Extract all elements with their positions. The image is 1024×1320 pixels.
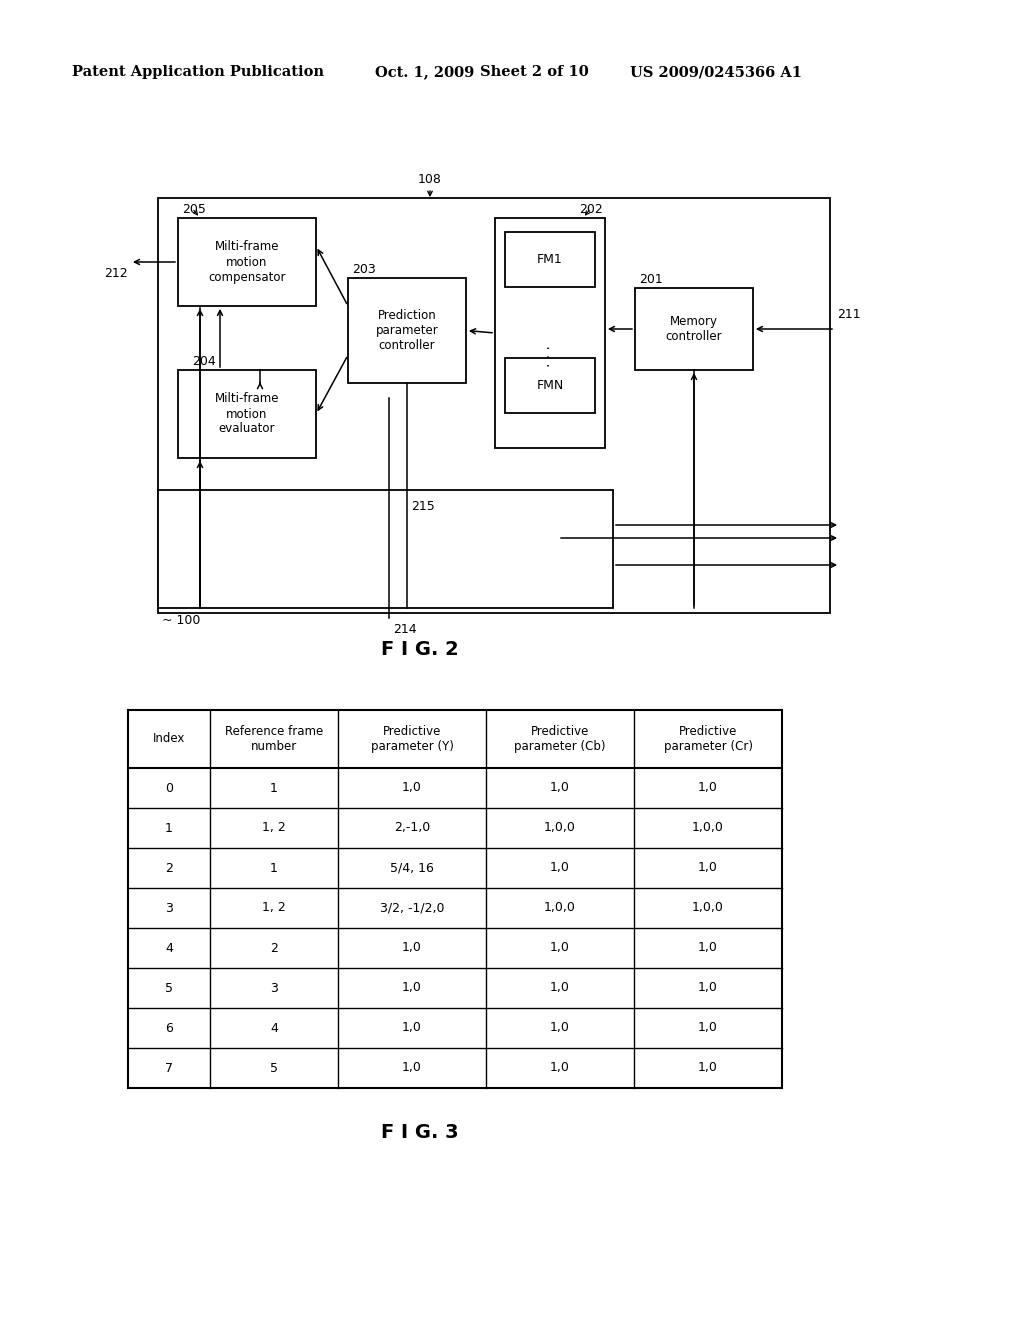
Text: US 2009/0245366 A1: US 2009/0245366 A1 bbox=[630, 65, 802, 79]
Text: 2,-1,0: 2,-1,0 bbox=[394, 821, 430, 834]
Text: 1,0,0: 1,0,0 bbox=[692, 902, 724, 915]
Text: Sheet 2 of 10: Sheet 2 of 10 bbox=[480, 65, 589, 79]
Text: Patent Application Publication: Patent Application Publication bbox=[72, 65, 324, 79]
Bar bbox=[635, 288, 753, 370]
Text: FMN: FMN bbox=[537, 379, 563, 392]
Bar bbox=[178, 218, 316, 306]
Text: 205: 205 bbox=[182, 203, 206, 216]
Text: 203: 203 bbox=[352, 263, 376, 276]
Text: 1,0: 1,0 bbox=[698, 862, 718, 874]
Text: 211: 211 bbox=[837, 308, 860, 321]
Text: 5: 5 bbox=[165, 982, 173, 994]
Text: 4: 4 bbox=[165, 941, 173, 954]
Bar bbox=[348, 279, 466, 383]
Text: 204: 204 bbox=[193, 355, 216, 368]
Text: 1,0: 1,0 bbox=[550, 781, 570, 795]
Text: 3: 3 bbox=[165, 902, 173, 915]
Text: 3: 3 bbox=[270, 982, 278, 994]
Text: 1, 2: 1, 2 bbox=[262, 821, 286, 834]
Bar bbox=[495, 218, 605, 447]
Text: 215: 215 bbox=[411, 500, 435, 513]
Text: Index: Index bbox=[153, 733, 185, 746]
Text: 1,0,0: 1,0,0 bbox=[544, 821, 575, 834]
Text: 1, 2: 1, 2 bbox=[262, 902, 286, 915]
Text: · · ·: · · · bbox=[543, 345, 557, 367]
Text: Memory
controller: Memory controller bbox=[666, 315, 722, 343]
Text: 1,0,0: 1,0,0 bbox=[544, 902, 575, 915]
Text: 1,0: 1,0 bbox=[402, 982, 422, 994]
Text: 0: 0 bbox=[165, 781, 173, 795]
Text: 5: 5 bbox=[270, 1061, 278, 1074]
Text: Oct. 1, 2009: Oct. 1, 2009 bbox=[375, 65, 474, 79]
Text: 1: 1 bbox=[165, 821, 173, 834]
Text: 1,0: 1,0 bbox=[402, 1022, 422, 1035]
Text: FM1: FM1 bbox=[538, 253, 563, 267]
Text: Predictive
parameter (Cb): Predictive parameter (Cb) bbox=[514, 725, 606, 752]
Text: 2: 2 bbox=[270, 941, 278, 954]
Text: Prediction
parameter
controller: Prediction parameter controller bbox=[376, 309, 438, 352]
Text: F I G. 3: F I G. 3 bbox=[381, 1123, 459, 1142]
Text: Reference frame
number: Reference frame number bbox=[225, 725, 324, 752]
Text: Predictive
parameter (Cr): Predictive parameter (Cr) bbox=[664, 725, 753, 752]
Text: F I G. 2: F I G. 2 bbox=[381, 640, 459, 659]
Text: 214: 214 bbox=[393, 623, 417, 636]
Text: Predictive
parameter (Y): Predictive parameter (Y) bbox=[371, 725, 454, 752]
Text: 1,0,0: 1,0,0 bbox=[692, 821, 724, 834]
Text: ~ 100: ~ 100 bbox=[162, 614, 201, 627]
Text: 212: 212 bbox=[104, 267, 128, 280]
Bar bbox=[158, 198, 830, 612]
Text: 1,0: 1,0 bbox=[698, 982, 718, 994]
Text: 1,0: 1,0 bbox=[698, 941, 718, 954]
Text: 201: 201 bbox=[639, 273, 663, 286]
Text: 1,0: 1,0 bbox=[402, 1061, 422, 1074]
Text: 1,0: 1,0 bbox=[698, 781, 718, 795]
Text: 4: 4 bbox=[270, 1022, 278, 1035]
Text: 1,0: 1,0 bbox=[550, 1022, 570, 1035]
Text: 5/4, 16: 5/4, 16 bbox=[390, 862, 434, 874]
Text: 202: 202 bbox=[580, 203, 603, 216]
Text: Milti-frame
motion
evaluator: Milti-frame motion evaluator bbox=[215, 392, 280, 436]
Bar bbox=[128, 710, 782, 1088]
Text: 1,0: 1,0 bbox=[402, 781, 422, 795]
Text: 108: 108 bbox=[418, 173, 442, 186]
Text: 1,0: 1,0 bbox=[550, 1061, 570, 1074]
Text: 1: 1 bbox=[270, 862, 278, 874]
Text: 1,0: 1,0 bbox=[402, 941, 422, 954]
Bar bbox=[505, 232, 595, 286]
Text: 3/2, -1/2,0: 3/2, -1/2,0 bbox=[380, 902, 444, 915]
Text: 7: 7 bbox=[165, 1061, 173, 1074]
Text: 1,0: 1,0 bbox=[550, 941, 570, 954]
Bar bbox=[178, 370, 316, 458]
Text: 1,0: 1,0 bbox=[698, 1022, 718, 1035]
Text: 1: 1 bbox=[270, 781, 278, 795]
Bar bbox=[505, 358, 595, 413]
Text: 2: 2 bbox=[165, 862, 173, 874]
Text: 1,0: 1,0 bbox=[698, 1061, 718, 1074]
Text: 1,0: 1,0 bbox=[550, 862, 570, 874]
Text: 1,0: 1,0 bbox=[550, 982, 570, 994]
Text: Milti-frame
motion
compensator: Milti-frame motion compensator bbox=[208, 240, 286, 284]
Text: 6: 6 bbox=[165, 1022, 173, 1035]
Bar bbox=[158, 490, 613, 609]
